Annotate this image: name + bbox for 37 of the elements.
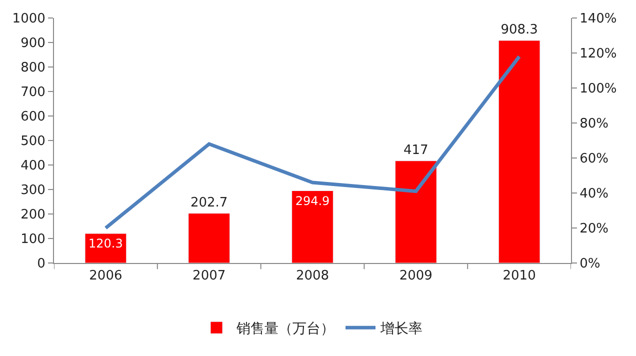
- y-tick-label: 1000: [12, 12, 46, 27]
- x-tick-label: 2009: [399, 268, 432, 284]
- bar: [84, 233, 127, 263]
- y-tick-label: 400: [20, 158, 46, 174]
- y2-tick-label: 80%: [580, 116, 609, 132]
- y-tick-label: 100: [20, 232, 46, 248]
- bar: [394, 160, 437, 263]
- legend-label: 增长率: [380, 321, 422, 338]
- y2-tick-label: 120%: [580, 46, 617, 62]
- y-tick-label: 200: [20, 208, 46, 223]
- y2-tick-label: 40%: [580, 186, 609, 202]
- y-tick-label: 700: [20, 85, 46, 100]
- y-tick-label: 600: [20, 110, 46, 125]
- y-tick-label: 500: [20, 134, 46, 150]
- y2-tick-label: 20%: [580, 222, 609, 237]
- x-tick-label: 2007: [192, 268, 226, 284]
- bar: [498, 40, 540, 263]
- data-label: 202.7: [190, 195, 228, 210]
- line-series: [104, 54, 522, 230]
- y-tick-label: 900: [20, 36, 46, 52]
- y2-tick-label: 60%: [580, 152, 609, 167]
- y-tick-label: 800: [20, 60, 46, 76]
- data-label: 294.9: [295, 194, 330, 208]
- y2-tick-label: 0%: [580, 256, 600, 272]
- y-tick-label: 300: [20, 183, 46, 198]
- x-tick-label: 2008: [296, 268, 330, 284]
- y2-tick-label: 140%: [580, 12, 617, 27]
- y-tick-label: 0: [37, 256, 46, 272]
- bar: [292, 190, 334, 263]
- legend-label: 销售量（万台）: [236, 321, 334, 338]
- bar: [188, 213, 230, 263]
- data-label: 120.3: [88, 236, 123, 251]
- data-label: 908.3: [500, 22, 538, 38]
- x-tick-label: 2006: [89, 268, 122, 284]
- y2-tick-label: 100%: [580, 82, 617, 97]
- data-label: 417: [403, 142, 428, 158]
- x-tick-label: 2010: [502, 268, 536, 284]
